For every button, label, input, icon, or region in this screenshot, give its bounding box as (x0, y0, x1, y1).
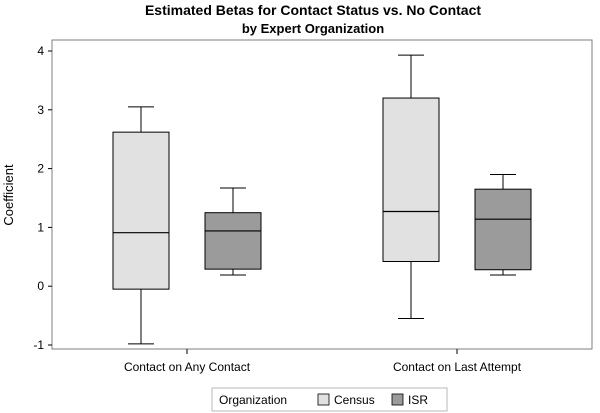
y-tick-label-2: 1 (37, 220, 44, 234)
box-group (112, 54, 532, 345)
legend-swatch-isr (391, 393, 404, 406)
y-tick-label-3: 2 (37, 162, 44, 176)
legend: Organization Census ISR (211, 387, 448, 412)
box-isr-0-iqr-box (204, 212, 262, 270)
x-axis: Contact on Any Contact Contact on Last At… (124, 349, 522, 374)
y-axis: -1 0 1 2 3 4 (33, 44, 52, 352)
legend-label-census: Census (334, 393, 375, 407)
y-tick-label-1: 0 (37, 279, 44, 293)
legend-swatch-census (317, 393, 330, 406)
legend-title: Organization (219, 393, 287, 407)
y-axis-label: Coefficient (1, 164, 16, 226)
y-tick-label-5: 4 (37, 44, 44, 58)
chart-subtitle: by Expert Organization (242, 21, 384, 36)
box-census-0-iqr-box (112, 131, 170, 290)
plot-frame (51, 39, 593, 350)
y-tick-label-0: -1 (33, 338, 44, 352)
x-tick-label-0: Contact on Any Contact (124, 360, 251, 374)
chart-title: Estimated Betas for Contact Status vs. N… (145, 2, 481, 18)
legend-frame (211, 387, 448, 412)
box-isr-1-iqr-box (474, 188, 532, 271)
legend-label-isr: ISR (408, 393, 428, 407)
y-tick-label-4: 3 (37, 103, 44, 117)
x-tick-label-1: Contact on Last Attempt (393, 360, 522, 374)
box-census-1-iqr-box (382, 97, 440, 263)
